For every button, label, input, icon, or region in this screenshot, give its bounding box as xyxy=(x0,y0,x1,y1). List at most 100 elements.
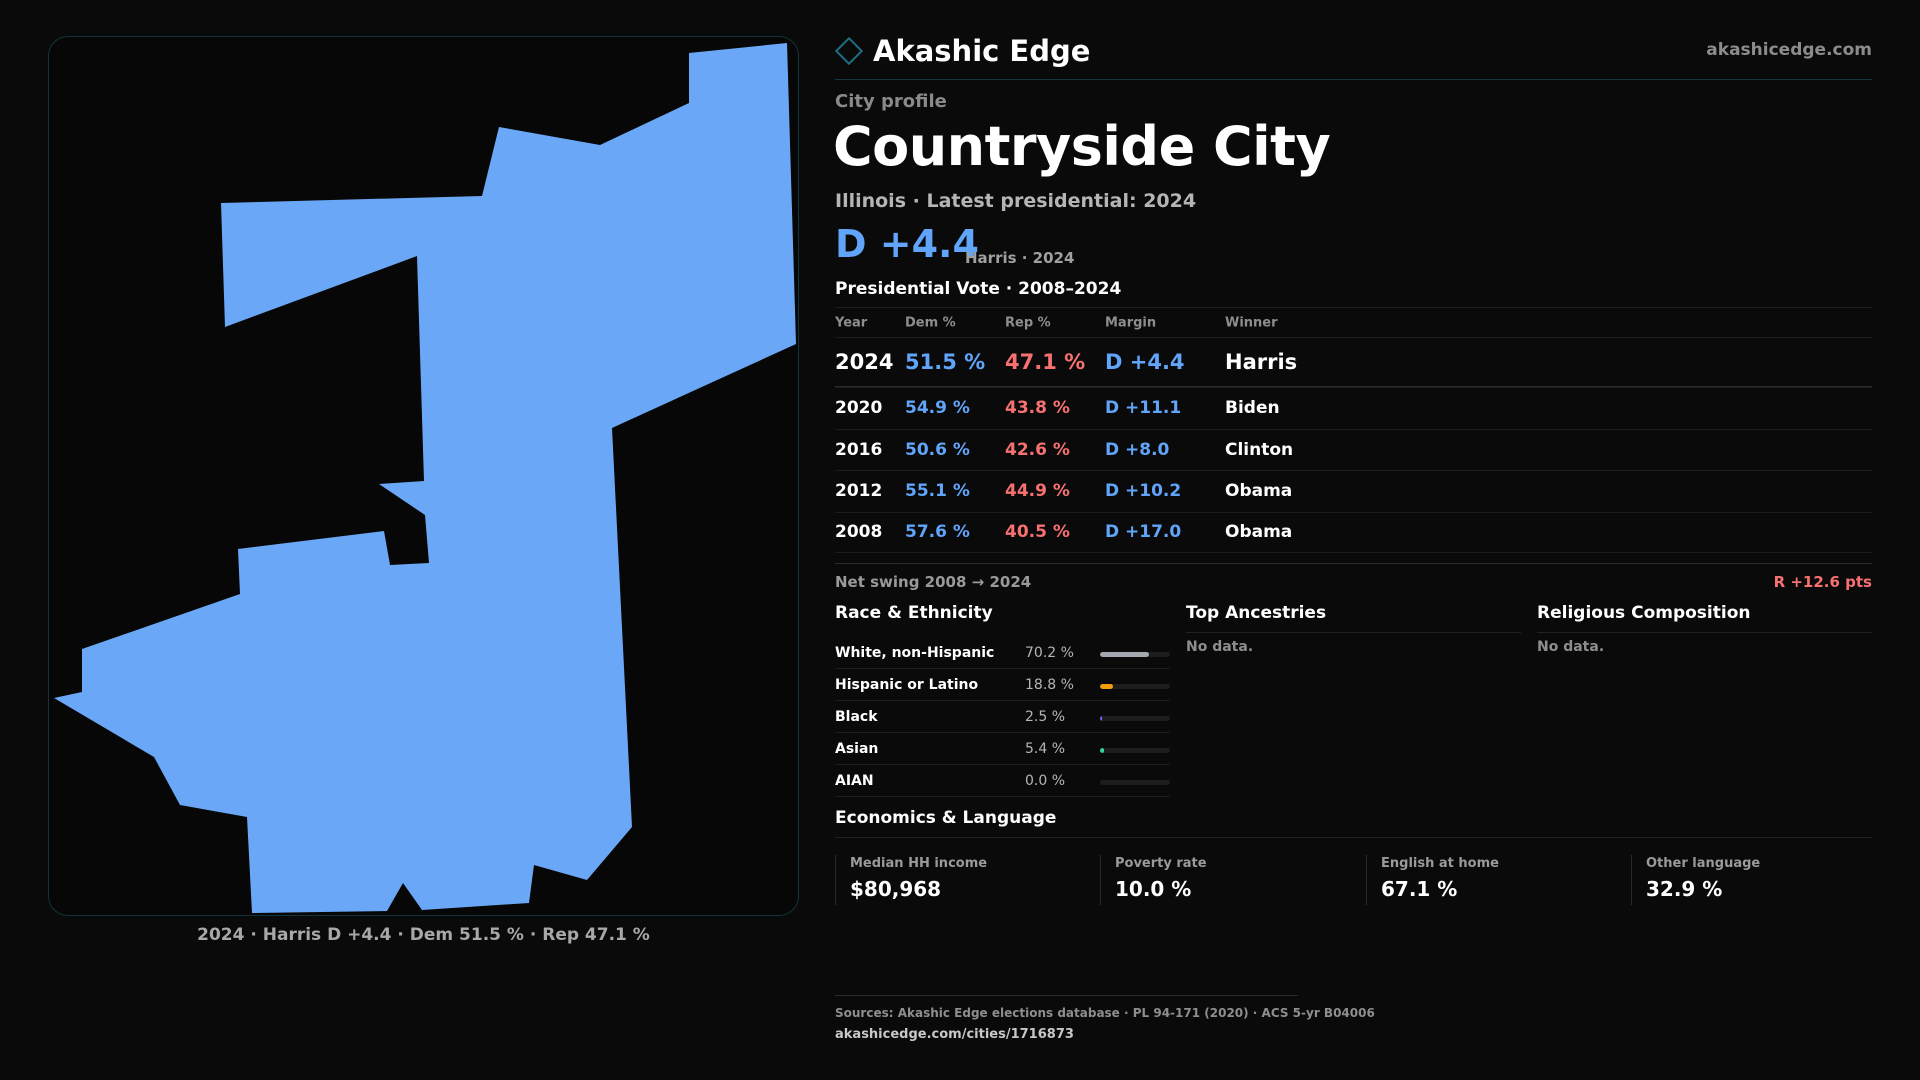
cell-winner: Obama xyxy=(1225,522,1293,543)
cell-winner: Biden xyxy=(1225,398,1280,419)
net-swing-label: Net swing 2008 → 2024 xyxy=(835,573,1032,591)
header-winner: Winner xyxy=(1225,315,1278,330)
ancestries-divider xyxy=(1186,632,1521,633)
stat-value: $80,968 xyxy=(850,877,942,901)
sources-divider xyxy=(835,995,1298,996)
race-label: White, non-Hispanic xyxy=(835,645,995,661)
list-item: Black 2.5 % xyxy=(835,701,1170,733)
cell-year: 2024 xyxy=(835,350,894,374)
stat-label: English at home xyxy=(1381,856,1499,871)
economics-section-title: Economics & Language xyxy=(835,808,1057,828)
race-bar-track xyxy=(1100,652,1170,657)
cell-rep: 44.9 % xyxy=(1005,481,1070,502)
header-margin: Margin xyxy=(1105,315,1157,330)
latest-margin-note: Harris · 2024 xyxy=(965,249,1075,267)
cell-dem: 51.5 % xyxy=(905,350,986,374)
header-year: Year xyxy=(835,315,868,330)
brand-name: Akashic Edge xyxy=(873,34,1091,68)
table-row: 2016 50.6 % 42.6 % D +8.0 Clinton xyxy=(835,428,1872,471)
stat-value: 32.9 % xyxy=(1646,877,1723,901)
race-bar-track xyxy=(1100,716,1170,721)
race-label: Asian xyxy=(835,741,879,757)
religion-divider xyxy=(1537,632,1872,633)
race-value: 5.4 % xyxy=(1025,741,1066,757)
diamond-logo-icon xyxy=(834,36,864,66)
religion-section-title: Religious Composition xyxy=(1537,603,1751,623)
race-bar-track xyxy=(1100,748,1170,753)
map-caption: 2024 · Harris D +4.4 · Dem 51.5 % · Rep … xyxy=(197,925,650,945)
stat-value: 10.0 % xyxy=(1115,877,1192,901)
city-map-panel xyxy=(48,36,799,916)
net-swing-value: R +12.6 pts xyxy=(1773,573,1872,591)
race-list: White, non-Hispanic 70.2 % Hispanic or L… xyxy=(835,637,1170,797)
economics-divider xyxy=(835,837,1872,838)
race-bar-fill xyxy=(1100,652,1150,657)
vote-table: Year Dem % Rep % Margin Winner 2024 51.5… xyxy=(835,307,1872,553)
cell-rep: 43.8 % xyxy=(1005,398,1070,419)
stat-value: 67.1 % xyxy=(1381,877,1458,901)
cell-year: 2012 xyxy=(835,481,883,502)
city-boundary-map xyxy=(54,43,796,913)
race-label: AIAN xyxy=(835,773,874,789)
list-item: Hispanic or Latino 18.8 % xyxy=(835,669,1170,701)
cell-year: 2008 xyxy=(835,522,883,543)
source-url-link[interactable]: akashicedge.com/cities/1716873 xyxy=(835,1027,1074,1042)
header-dem: Dem % xyxy=(905,315,956,330)
cell-winner: Harris xyxy=(1225,350,1298,374)
cell-rep: 47.1 % xyxy=(1005,350,1086,374)
race-bar-fill xyxy=(1100,684,1114,689)
vote-table-header: Year Dem % Rep % Margin Winner xyxy=(835,307,1872,337)
vote-section-title: Presidential Vote · 2008–2024 xyxy=(835,279,1122,299)
table-row: 2008 57.6 % 40.5 % D +17.0 Obama xyxy=(835,511,1872,553)
table-row: 2020 54.9 % 43.8 % D +11.1 Biden xyxy=(835,387,1872,429)
swing-divider xyxy=(835,563,1872,564)
page-subtitle: Illinois · Latest presidential: 2024 xyxy=(835,190,1197,212)
race-value: 2.5 % xyxy=(1025,709,1066,725)
race-value: 0.0 % xyxy=(1025,773,1066,789)
stat-card-income: Median HH income $80,968 xyxy=(835,855,987,905)
race-value: 70.2 % xyxy=(1025,645,1074,661)
cell-rep: 40.5 % xyxy=(1005,522,1070,543)
cell-year: 2016 xyxy=(835,439,883,460)
race-value: 18.8 % xyxy=(1025,677,1074,693)
cell-year: 2020 xyxy=(835,398,883,419)
stat-label: Other language xyxy=(1646,856,1761,871)
ancestries-section-title: Top Ancestries xyxy=(1186,603,1327,623)
ancestries-empty-text: No data. xyxy=(1186,639,1254,655)
brand[interactable]: Akashic Edge xyxy=(834,34,1091,68)
cell-dem: 55.1 % xyxy=(905,481,970,502)
race-bar-track xyxy=(1100,684,1170,689)
list-item: AIAN 0.0 % xyxy=(835,765,1170,797)
cell-dem: 57.6 % xyxy=(905,522,970,543)
header-rep: Rep % xyxy=(1005,315,1051,330)
cell-margin: D +4.4 xyxy=(1105,350,1185,374)
cell-dem: 54.9 % xyxy=(905,398,970,419)
race-label: Black xyxy=(835,709,878,725)
stat-label: Poverty rate xyxy=(1115,856,1207,871)
city-boundary-shape xyxy=(54,43,796,913)
race-bar-fill xyxy=(1100,716,1103,721)
race-bar-fill xyxy=(1100,748,1104,753)
stat-card-poverty: Poverty rate 10.0 % xyxy=(1100,855,1207,905)
cell-rep: 42.6 % xyxy=(1005,439,1070,460)
table-row: 2024 51.5 % 47.1 % D +4.4 Harris xyxy=(835,337,1872,387)
religion-empty-text: No data. xyxy=(1537,639,1605,655)
latest-margin: D +4.4 xyxy=(835,222,979,266)
cell-winner: Clinton xyxy=(1225,439,1294,460)
stat-card-english: English at home 67.1 % xyxy=(1366,855,1499,905)
race-bar-track xyxy=(1100,780,1170,785)
table-row: 2012 55.1 % 44.9 % D +10.2 Obama xyxy=(835,470,1872,512)
race-section-title: Race & Ethnicity xyxy=(835,603,993,623)
cell-margin: D +10.2 xyxy=(1105,481,1182,502)
cell-winner: Obama xyxy=(1225,481,1293,502)
race-label: Hispanic or Latino xyxy=(835,677,979,693)
list-item: White, non-Hispanic 70.2 % xyxy=(835,637,1170,669)
page-title: Countryside City xyxy=(833,115,1331,178)
sources-text: Sources: Akashic Edge elections database… xyxy=(835,1006,1375,1020)
header-divider xyxy=(835,79,1872,80)
cell-margin: D +8.0 xyxy=(1105,439,1170,460)
list-item: Asian 5.4 % xyxy=(835,733,1170,765)
site-link[interactable]: akashicedge.com xyxy=(1706,40,1872,60)
stat-card-other-language: Other language 32.9 % xyxy=(1631,855,1760,905)
cell-margin: D +17.0 xyxy=(1105,522,1182,543)
